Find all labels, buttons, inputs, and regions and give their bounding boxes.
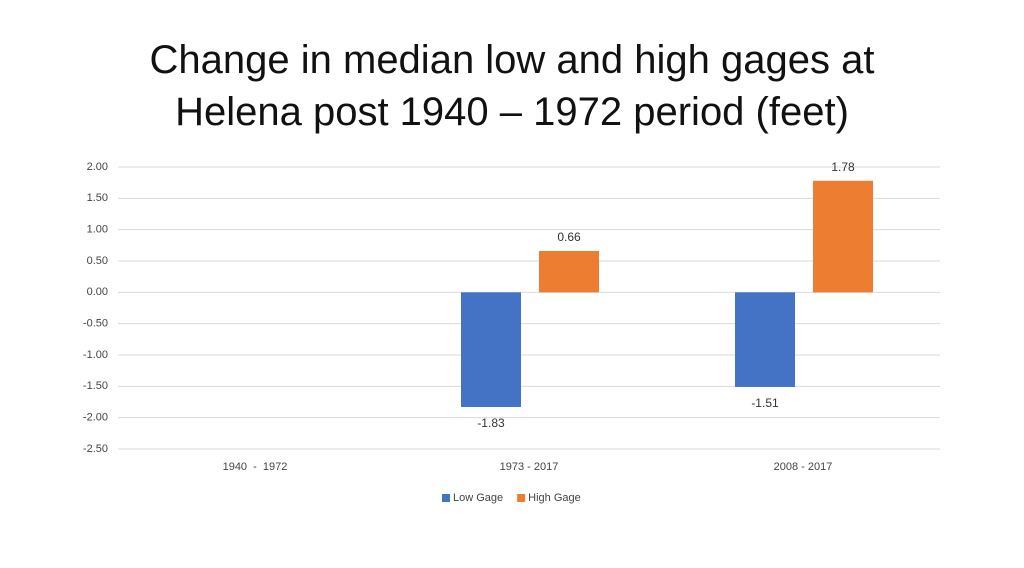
bar bbox=[735, 292, 795, 387]
legend-label: Low Gage bbox=[453, 492, 503, 504]
y-tick-label: -1.50 bbox=[83, 380, 108, 392]
y-tick-label: -2.50 bbox=[83, 443, 108, 455]
data-label: 1.78 bbox=[831, 160, 855, 174]
data-label: 0.66 bbox=[557, 230, 581, 244]
x-tick-label: 1940 - 1972 bbox=[223, 461, 288, 473]
bar bbox=[461, 292, 521, 408]
x-tick-label: 2008 - 2017 bbox=[774, 461, 833, 473]
y-tick-label: 1.00 bbox=[87, 224, 108, 236]
y-tick-label: -0.50 bbox=[83, 318, 108, 330]
chart-title: Change in median low and high gages at H… bbox=[149, 38, 875, 134]
x-tick-label: 1973 - 2017 bbox=[500, 461, 559, 473]
legend-swatch bbox=[442, 494, 450, 502]
data-label: -1.83 bbox=[477, 416, 505, 430]
data-label: -1.51 bbox=[751, 396, 779, 410]
bar bbox=[539, 250, 599, 293]
y-tick-label: -2.00 bbox=[83, 412, 108, 424]
y-tick-label: 2.00 bbox=[87, 161, 108, 173]
y-tick-label: 0.00 bbox=[87, 286, 108, 298]
y-tick-label: 1.50 bbox=[87, 192, 108, 204]
y-tick-label: -1.00 bbox=[83, 349, 108, 361]
y-tick-label: 0.50 bbox=[87, 255, 108, 267]
bar bbox=[813, 180, 873, 293]
legend-label: High Gage bbox=[528, 492, 581, 504]
legend-swatch bbox=[517, 494, 526, 502]
